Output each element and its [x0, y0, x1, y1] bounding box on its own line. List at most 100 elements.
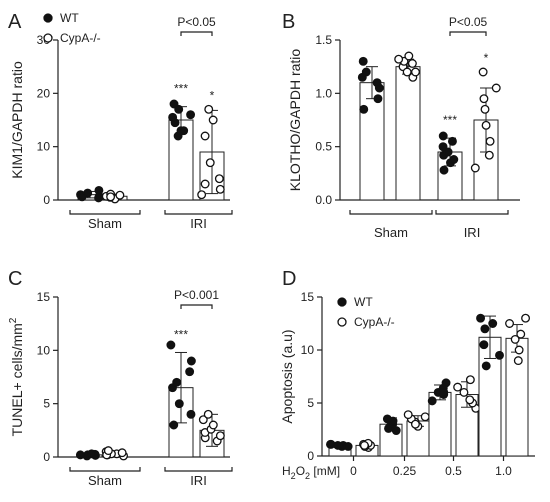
data-point [465, 375, 475, 385]
data-point [200, 179, 210, 189]
bar-wt-sham [359, 82, 385, 201]
data-point [203, 409, 213, 419]
pvalue-bracket [180, 304, 213, 309]
data-point [427, 396, 437, 406]
y-axis-label-text: Apoptosis (a.u) [279, 329, 295, 423]
group-bracket [69, 210, 141, 215]
data-point [481, 120, 491, 130]
data-point [495, 350, 504, 360]
panel-letter: B [282, 11, 295, 33]
data-point [449, 155, 459, 164]
data-point [106, 192, 116, 202]
panel-letter: C [8, 268, 22, 290]
data-point [166, 340, 176, 350]
data-point [505, 319, 514, 328]
pvalue-label: P<0.05 [177, 15, 216, 29]
data-point [186, 409, 196, 419]
data-point [333, 440, 343, 450]
y-axis-label-text: KIM1/GAPDH ratio [9, 61, 25, 179]
y-tick-label: 10 [37, 343, 51, 357]
data-point [478, 67, 488, 77]
data-point [384, 423, 393, 433]
data-point [485, 136, 495, 146]
data-point [115, 190, 125, 200]
data-point [172, 377, 182, 387]
data-point [514, 345, 524, 355]
data-point [186, 356, 196, 366]
data-point [94, 185, 104, 195]
data-point [521, 313, 531, 323]
data-point [438, 131, 448, 141]
data-point [215, 431, 225, 441]
legend-marker-cypa [337, 317, 347, 327]
y-axis-label: Apoptosis (a.u) [279, 329, 295, 423]
data-point [77, 192, 87, 202]
y-tick-label: 0 [43, 193, 50, 207]
significance-stars: *** [174, 327, 188, 341]
y-tick-label: 0 [307, 449, 314, 463]
data-point [215, 184, 225, 194]
group-label-sham: Sham [88, 473, 122, 488]
data-point [214, 174, 224, 184]
panel-C: C 0 5 10 15 TUNEL+ cells/mm2 Sham IRI *** P<0.001 [8, 268, 233, 488]
pvalue-label: P<0.05 [449, 15, 488, 29]
data-point [479, 340, 489, 350]
x-axis-label-unit: [mM] [310, 464, 340, 478]
data-point [361, 67, 371, 77]
data-point [343, 442, 353, 451]
y-axis-label: KLOTHO/GAPDH ratio [287, 49, 303, 192]
data-point [443, 147, 453, 157]
x-axis-label-o: O [296, 464, 305, 478]
data-point [169, 420, 179, 430]
data-point [459, 387, 469, 397]
pvalue-label: P<0.001 [174, 288, 219, 302]
data-point [75, 450, 85, 460]
significance-stars: *** [174, 82, 188, 96]
significance-stars: *** [443, 113, 457, 127]
data-point [453, 382, 463, 392]
data-point [117, 448, 127, 458]
data-point [410, 419, 420, 429]
data-point [169, 99, 179, 109]
data-point [480, 104, 490, 114]
data-point [516, 329, 526, 339]
x-tick-label: 0.25 [393, 464, 417, 478]
y-tick-label: 10 [37, 140, 51, 154]
group-label-iri: IRI [464, 225, 481, 240]
y-tick-label: 0.5 [315, 140, 332, 154]
data-point [510, 334, 520, 344]
data-point [204, 104, 214, 114]
data-point [488, 319, 498, 328]
x-tick-label: 1.0 [495, 464, 512, 478]
data-point [480, 324, 490, 334]
legend-label-cypa: CypA-/- [354, 315, 395, 329]
legend-label-cypa: CypA-/- [60, 31, 101, 45]
data-point [358, 56, 368, 66]
data-point [168, 112, 178, 122]
group-bracket [435, 210, 509, 215]
legend-marker-wt [43, 13, 53, 23]
x-axis-label-sub: 2 [305, 471, 310, 481]
legend-label-wt: WT [354, 295, 373, 309]
y-axis-label-superscript: 2 [8, 317, 19, 323]
x-axis-label-sub: 2 [291, 471, 296, 481]
y-axis-label-text: TUNEL+ cells/mm [9, 323, 25, 436]
y-axis-label: TUNEL+ cells/mm2 [8, 317, 25, 436]
data-point [372, 78, 382, 88]
y-axis-label: KIM1/GAPDH ratio [9, 61, 25, 179]
data-point [200, 131, 210, 141]
legend-marker-wt [337, 297, 347, 307]
data-point [481, 361, 491, 371]
data-point [404, 51, 414, 61]
x-tick-label: 0 [350, 464, 357, 478]
data-point [491, 83, 501, 93]
data-point [87, 449, 97, 459]
data-point [441, 378, 451, 388]
legend-label-wt: WT [60, 11, 79, 25]
x-axis-label-h: H [282, 464, 291, 478]
y-tick-label: 0.0 [315, 193, 332, 207]
